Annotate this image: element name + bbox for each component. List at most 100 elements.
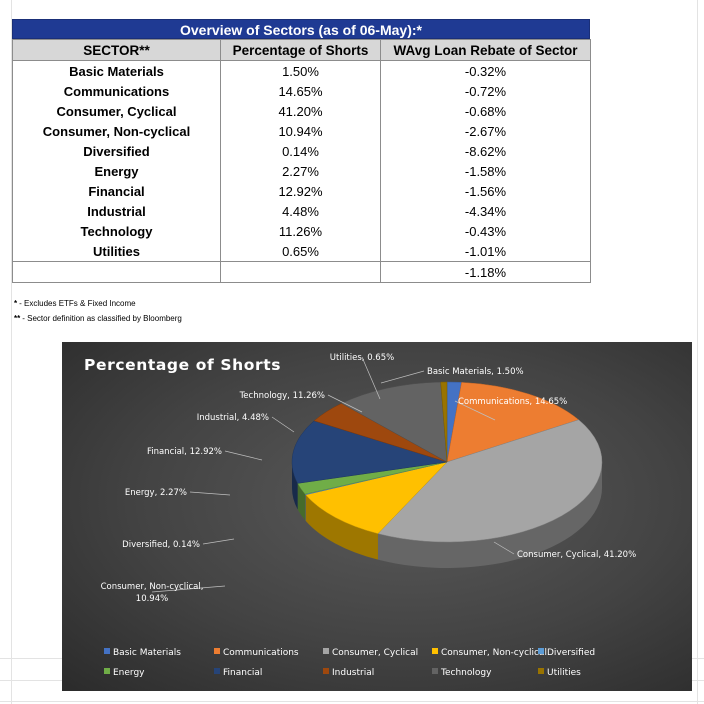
data-label-utilities: Utilities, 0.65% — [330, 353, 394, 363]
legend-label: Technology — [441, 668, 492, 678]
header-percentage-of-shorts: Percentage of Shorts — [220, 39, 381, 61]
leader-line — [271, 416, 295, 433]
footnote-mark: * — [14, 299, 18, 308]
cell-pct: 12.92% — [220, 181, 381, 201]
legend-item-communications[interactable]: Communications — [214, 648, 299, 658]
legend-label: Energy — [113, 668, 145, 678]
legend-swatch — [104, 668, 110, 674]
cell-empty — [220, 261, 381, 283]
leader-line — [454, 400, 496, 421]
legend-swatch — [323, 648, 329, 654]
cell-sector: Technology — [12, 221, 221, 241]
table-row: Diversified 0.14% -8.62% — [12, 141, 591, 161]
cell-sector: Consumer, Cyclical — [12, 101, 221, 121]
legend-swatch — [104, 648, 110, 654]
legend-item-utilities[interactable]: Utilities — [538, 668, 581, 678]
footnote-text: - Sector definition as classified by Blo… — [22, 314, 182, 323]
data-label-consumer-cyclical: Consumer, Cyclical, 41.20% — [517, 550, 636, 560]
legend-label: Consumer, Non-cyclical — [441, 648, 547, 658]
footnote-sector-definition: ** - Sector definition as classified by B… — [14, 314, 182, 323]
cell-rebate: -2.67% — [380, 121, 591, 141]
total-row: -1.18% — [12, 261, 591, 283]
legend-item-basic-materials[interactable]: Basic Materials — [104, 648, 181, 658]
legend-swatch — [432, 648, 438, 654]
legend-swatch — [538, 668, 544, 674]
table-row: Communications 14.65% -0.72% — [12, 81, 591, 101]
cell-pct: 1.50% — [220, 60, 381, 81]
footnote-text: - Excludes ETFs & Fixed Income — [19, 299, 136, 308]
legend-item-energy[interactable]: Energy — [104, 668, 145, 678]
data-label-industrial: Industrial, 4.48% — [197, 413, 269, 423]
cell-rebate: -0.68% — [380, 101, 591, 121]
pie-side-consumer-cyclical — [377, 462, 602, 568]
data-label-basic-materials: Basic Materials, 1.50% — [427, 367, 524, 377]
legend-item-industrial[interactable]: Industrial — [323, 668, 374, 678]
cell-pct: 41.20% — [220, 101, 381, 121]
cell-pct: 0.65% — [220, 241, 381, 262]
cell-pct: 11.26% — [220, 221, 381, 241]
data-label-consumer-non-cyclical-value: 10.94% — [136, 594, 168, 604]
pie-side-walls — [292, 462, 602, 568]
data-label-energy: Energy, 2.27% — [125, 488, 187, 498]
table-row: Utilities 0.65% -1.01% — [12, 241, 591, 262]
leader-line — [224, 450, 263, 461]
table-row: Technology 11.26% -0.43% — [12, 221, 591, 241]
pie-slice-communications[interactable] — [446, 382, 580, 463]
legend-label: Diversified — [547, 648, 596, 658]
cell-sector: Basic Materials — [12, 60, 221, 81]
chart-title: Percentage of Shorts — [84, 356, 282, 374]
pie-chart-panel[interactable]: Basic Materials, 1.50% Communications, 14… — [62, 342, 692, 691]
cell-pct: 0.14% — [220, 141, 381, 161]
legend-label: Financial — [223, 668, 263, 678]
data-label-technology: Technology, 11.26% — [239, 391, 325, 401]
data-label-diversified: Diversified, 0.14% — [122, 540, 200, 550]
footnote-excludes: * - Excludes ETFs & Fixed Income — [14, 299, 136, 308]
pie-slice-consumer-non-cyclical[interactable] — [305, 461, 448, 534]
cell-rebate: -8.62% — [380, 141, 591, 161]
legend-label: Consumer, Cyclical — [332, 648, 419, 658]
legend-swatch — [538, 648, 544, 654]
legend-item-consumer-non-cyclical[interactable]: Consumer, Non-cyclical — [432, 648, 547, 658]
cell-rebate: -4.34% — [380, 201, 591, 221]
leader-line — [380, 370, 425, 384]
cell-sector: Consumer, Non-cyclical — [12, 121, 221, 141]
legend-swatch — [214, 648, 220, 654]
legend-label: Utilities — [547, 668, 581, 678]
leader-line — [327, 394, 363, 413]
cell-pct: 2.27% — [220, 161, 381, 181]
table-header-row: SECTOR** Percentage of Shorts WAvg Loan … — [12, 39, 591, 61]
pie-slice-consumer-cyclical[interactable] — [377, 419, 603, 543]
table-row: Basic Materials 1.50% -0.32% — [12, 60, 591, 81]
cell-rebate: -0.32% — [380, 60, 591, 81]
legend-item-financial[interactable]: Financial — [214, 668, 262, 678]
table-title: Overview of Sectors (as of 06-May):* — [12, 19, 590, 39]
data-label-communications: Communications, 14.65% — [458, 397, 567, 407]
leader-line — [151, 585, 226, 593]
cell-rebate: -0.43% — [380, 221, 591, 241]
cell-rebate: -1.58% — [380, 161, 591, 181]
pie-slice-utilities[interactable] — [440, 381, 448, 463]
pie-slice-financial[interactable] — [291, 420, 448, 484]
header-sector: SECTOR** — [12, 39, 221, 61]
legend-item-consumer-cyclical[interactable]: Consumer, Cyclical — [323, 648, 418, 658]
cell-sector: Industrial — [12, 201, 221, 221]
sector-overview-table: Overview of Sectors (as of 06-May):* SEC… — [12, 19, 591, 283]
pie-slice-technology[interactable] — [340, 381, 448, 463]
leader-line — [493, 541, 515, 555]
leader-line — [189, 491, 231, 496]
cell-total-rebate: -1.18% — [380, 261, 591, 283]
leader-line — [202, 538, 235, 545]
legend-swatch — [432, 668, 438, 674]
data-label-financial: Financial, 12.92% — [147, 447, 222, 457]
pie-side-consumer-non-cyclical — [305, 494, 378, 560]
sector-table: SECTOR** Percentage of Shorts WAvg Loan … — [12, 39, 591, 283]
cell-pct: 14.65% — [220, 81, 381, 101]
legend-item-technology[interactable]: Technology — [432, 668, 491, 678]
table-row: Consumer, Non-cyclical 10.94% -2.67% — [12, 121, 591, 141]
cell-sector: Utilities — [12, 241, 221, 262]
cell-pct: 4.48% — [220, 201, 381, 221]
cell-sector: Diversified — [12, 141, 221, 161]
legend-item-diversified[interactable]: Diversified — [538, 648, 595, 658]
cell-pct: 10.94% — [220, 121, 381, 141]
cell-rebate: -1.01% — [380, 241, 591, 262]
